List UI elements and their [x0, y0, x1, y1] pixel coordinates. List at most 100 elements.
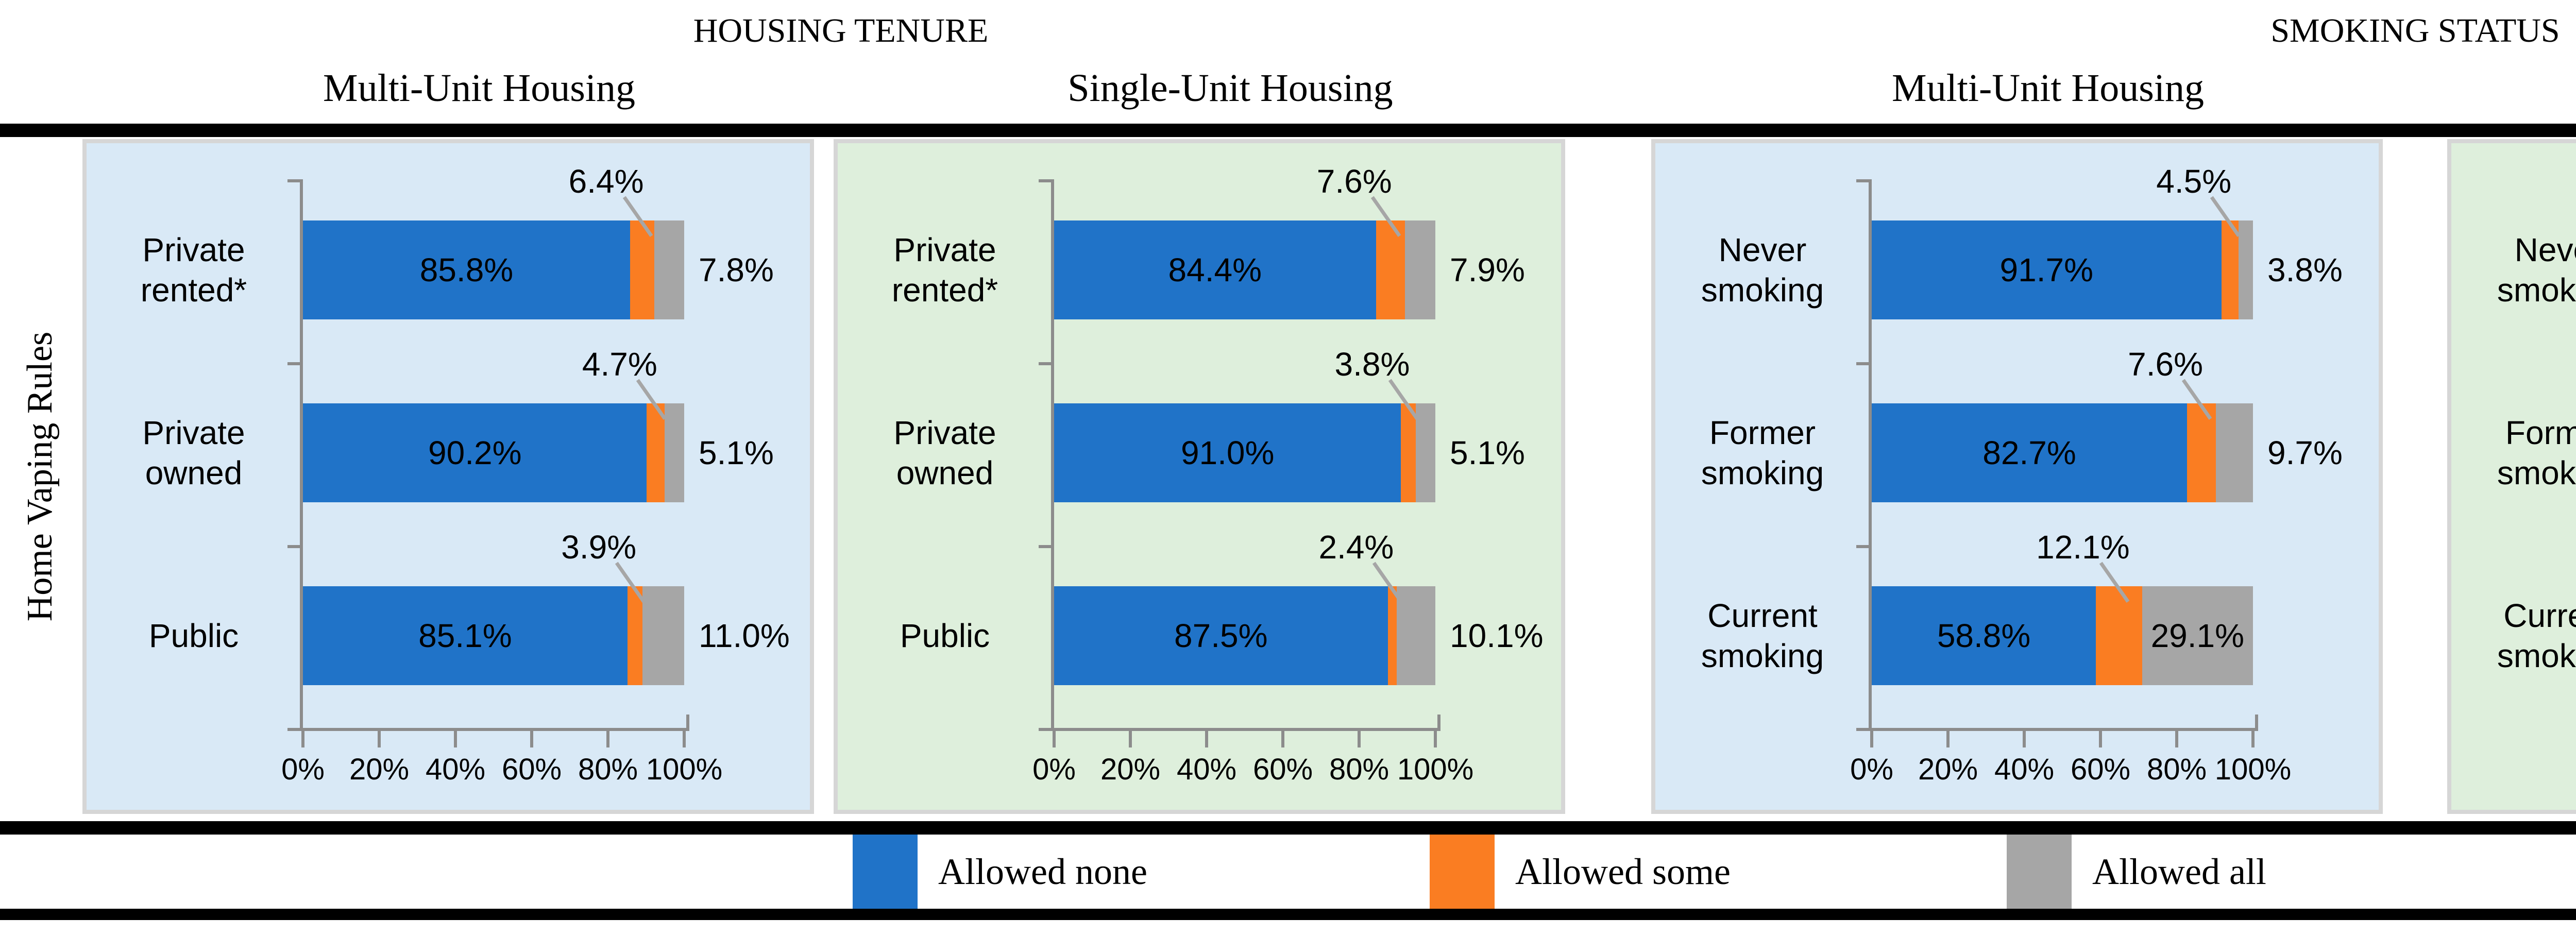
value-label-allowed-some: 7.6% — [1316, 163, 1392, 200]
x-tick-label: 60% — [1252, 753, 1313, 786]
x-axis-line — [1039, 728, 1440, 731]
panel-subtitle: Multi-Unit Housing — [323, 66, 635, 110]
category-label: Private rented* — [140, 231, 247, 309]
x-axis-tick — [1870, 728, 1873, 747]
y-axis-tick — [1039, 545, 1052, 548]
panel-subtitle: Single-Unit Housing — [1067, 66, 1393, 110]
x-tick-label: 100% — [1397, 753, 1474, 786]
bar-segment-allowed-none — [303, 220, 630, 319]
bar-segment-allowed-none — [1054, 220, 1376, 319]
category-label: Private owned — [893, 414, 996, 491]
bar-segment-allowed-some — [1387, 586, 1397, 685]
bar-segment-allowed-none — [1054, 586, 1388, 685]
category-label: Public — [900, 617, 990, 654]
value-label-allowed-all: 10.1% — [1450, 617, 1544, 654]
bar-segment-allowed-none — [303, 403, 647, 502]
category-label: Public — [148, 617, 239, 654]
bar-segment-allowed-some — [630, 220, 655, 319]
legend-swatch — [1430, 835, 1495, 909]
value-label-allowed-none: 84.4% — [1168, 251, 1262, 288]
x-tick-label: 100% — [2214, 753, 2292, 786]
value-label-allowed-none: 87.5% — [1174, 617, 1268, 654]
y-axis-title: Home Vaping Rules — [20, 331, 60, 622]
y-axis-tick — [1856, 545, 1870, 548]
y-axis-tick — [1856, 362, 1870, 365]
bar-segment-allowed-all — [654, 220, 684, 319]
x-axis-tick — [301, 728, 304, 747]
x-axis-tick — [2023, 728, 2026, 747]
panel-subtitle: Multi-Unit Housing — [1892, 66, 2204, 110]
bar-segment-allowed-all — [1415, 403, 1435, 502]
x-tick-label: 60% — [501, 753, 562, 786]
x-tick-label: 40% — [1176, 753, 1237, 786]
bar-segment-allowed-some — [2187, 403, 2216, 502]
x-tick-label: 20% — [1100, 753, 1161, 786]
bar-segment-allowed-all — [2142, 586, 2253, 685]
x-axis-tick — [2099, 728, 2102, 747]
legend-item-allowed-some: Allowed some — [1430, 835, 1996, 909]
y-axis-tick — [1039, 362, 1052, 365]
x-axis-tick — [1358, 728, 1361, 747]
y-axis-line — [300, 179, 303, 731]
legend-item-allowed-none: Allowed none — [853, 835, 1419, 909]
value-label-allowed-none: 85.1% — [418, 617, 512, 654]
x-axis-tick — [2251, 728, 2255, 747]
value-label-allowed-all: 5.1% — [699, 434, 774, 471]
value-label-allowed-some: 6.4% — [568, 163, 644, 200]
bar-segment-allowed-all — [665, 403, 684, 502]
bar-segment-allowed-some — [1401, 403, 1416, 502]
category-label: Never smoking — [2497, 231, 2576, 309]
bar-segment-allowed-some — [2221, 220, 2239, 319]
bar-segment-allowed-some — [647, 403, 665, 502]
x-axis-tick — [454, 728, 457, 747]
x-axis-tick — [1946, 728, 1950, 747]
x-tick-label: 80% — [578, 753, 638, 786]
chart-panel-2: 0% 20% 40% 60% 80% 100% Private rented* 84.4% 7.… — [834, 139, 1565, 814]
x-tick-label: 40% — [1994, 753, 2055, 786]
x-tick-label: 100% — [646, 753, 723, 786]
value-label-allowed-none: 58.8% — [1937, 617, 2031, 654]
y-axis-tick — [287, 362, 301, 365]
value-label-allowed-some: 4.5% — [2156, 163, 2232, 200]
chart-panel-4: 0%20%40%60%80%100%Never smoking94.7%2.9%… — [2447, 139, 2576, 814]
legend-swatch — [2007, 835, 2072, 909]
bar-segment-allowed-some — [627, 586, 642, 685]
x-tick-label: 60% — [2070, 753, 2131, 786]
legend-label: Allowed all — [2092, 851, 2266, 892]
value-label-allowed-none: 91.7% — [1999, 251, 2094, 288]
value-label-allowed-some: 3.9% — [561, 529, 637, 566]
x-axis-tick — [606, 728, 609, 747]
group-title-housing-tenure: HOUSING TENURE — [693, 12, 989, 49]
y-axis-tick — [1856, 179, 1870, 182]
bar-segment-allowed-none — [1872, 586, 2096, 685]
legend-label: Allowed none — [938, 851, 1147, 892]
x-axis-tick — [378, 728, 381, 747]
bar-segment-allowed-none — [1872, 403, 2187, 502]
bar-segment-allowed-all — [2238, 220, 2253, 319]
category-label: Private rented* — [891, 231, 998, 309]
top-divider-rule — [0, 124, 2576, 137]
value-label-allowed-none: 91.0% — [1180, 434, 1275, 471]
category-label: Private owned — [142, 414, 245, 491]
x-axis-tick — [1205, 728, 1208, 747]
value-label-allowed-some: 2.4% — [1318, 529, 1394, 566]
category-label: Former smoking — [2497, 414, 2576, 491]
x-axis-tick — [1129, 728, 1132, 747]
y-axis-line — [1869, 179, 1872, 731]
x-axis-endcap — [1437, 715, 1440, 728]
value-label-allowed-some: 12.1% — [2036, 529, 2130, 566]
y-axis-tick — [287, 179, 301, 182]
value-label-allowed-all: 11.0% — [699, 617, 790, 654]
category-label: Current smoking — [2497, 597, 2576, 674]
chart-panel-3: 0% 20% 40% 60% 80% 100% Never smoking 91.7% 4.5%… — [1651, 139, 2383, 814]
value-label-allowed-all: 7.8% — [699, 251, 774, 288]
value-label-allowed-all: 5.1% — [1450, 434, 1525, 471]
x-axis-tick — [1434, 728, 1437, 747]
bar-segment-allowed-all — [642, 586, 684, 685]
x-tick-label: 0% — [1032, 753, 1076, 786]
x-axis-tick — [1053, 728, 1056, 747]
value-label-allowed-some: 7.6% — [2128, 346, 2204, 383]
value-label-allowed-all: 9.7% — [2267, 434, 2343, 471]
x-axis-tick — [530, 728, 533, 747]
